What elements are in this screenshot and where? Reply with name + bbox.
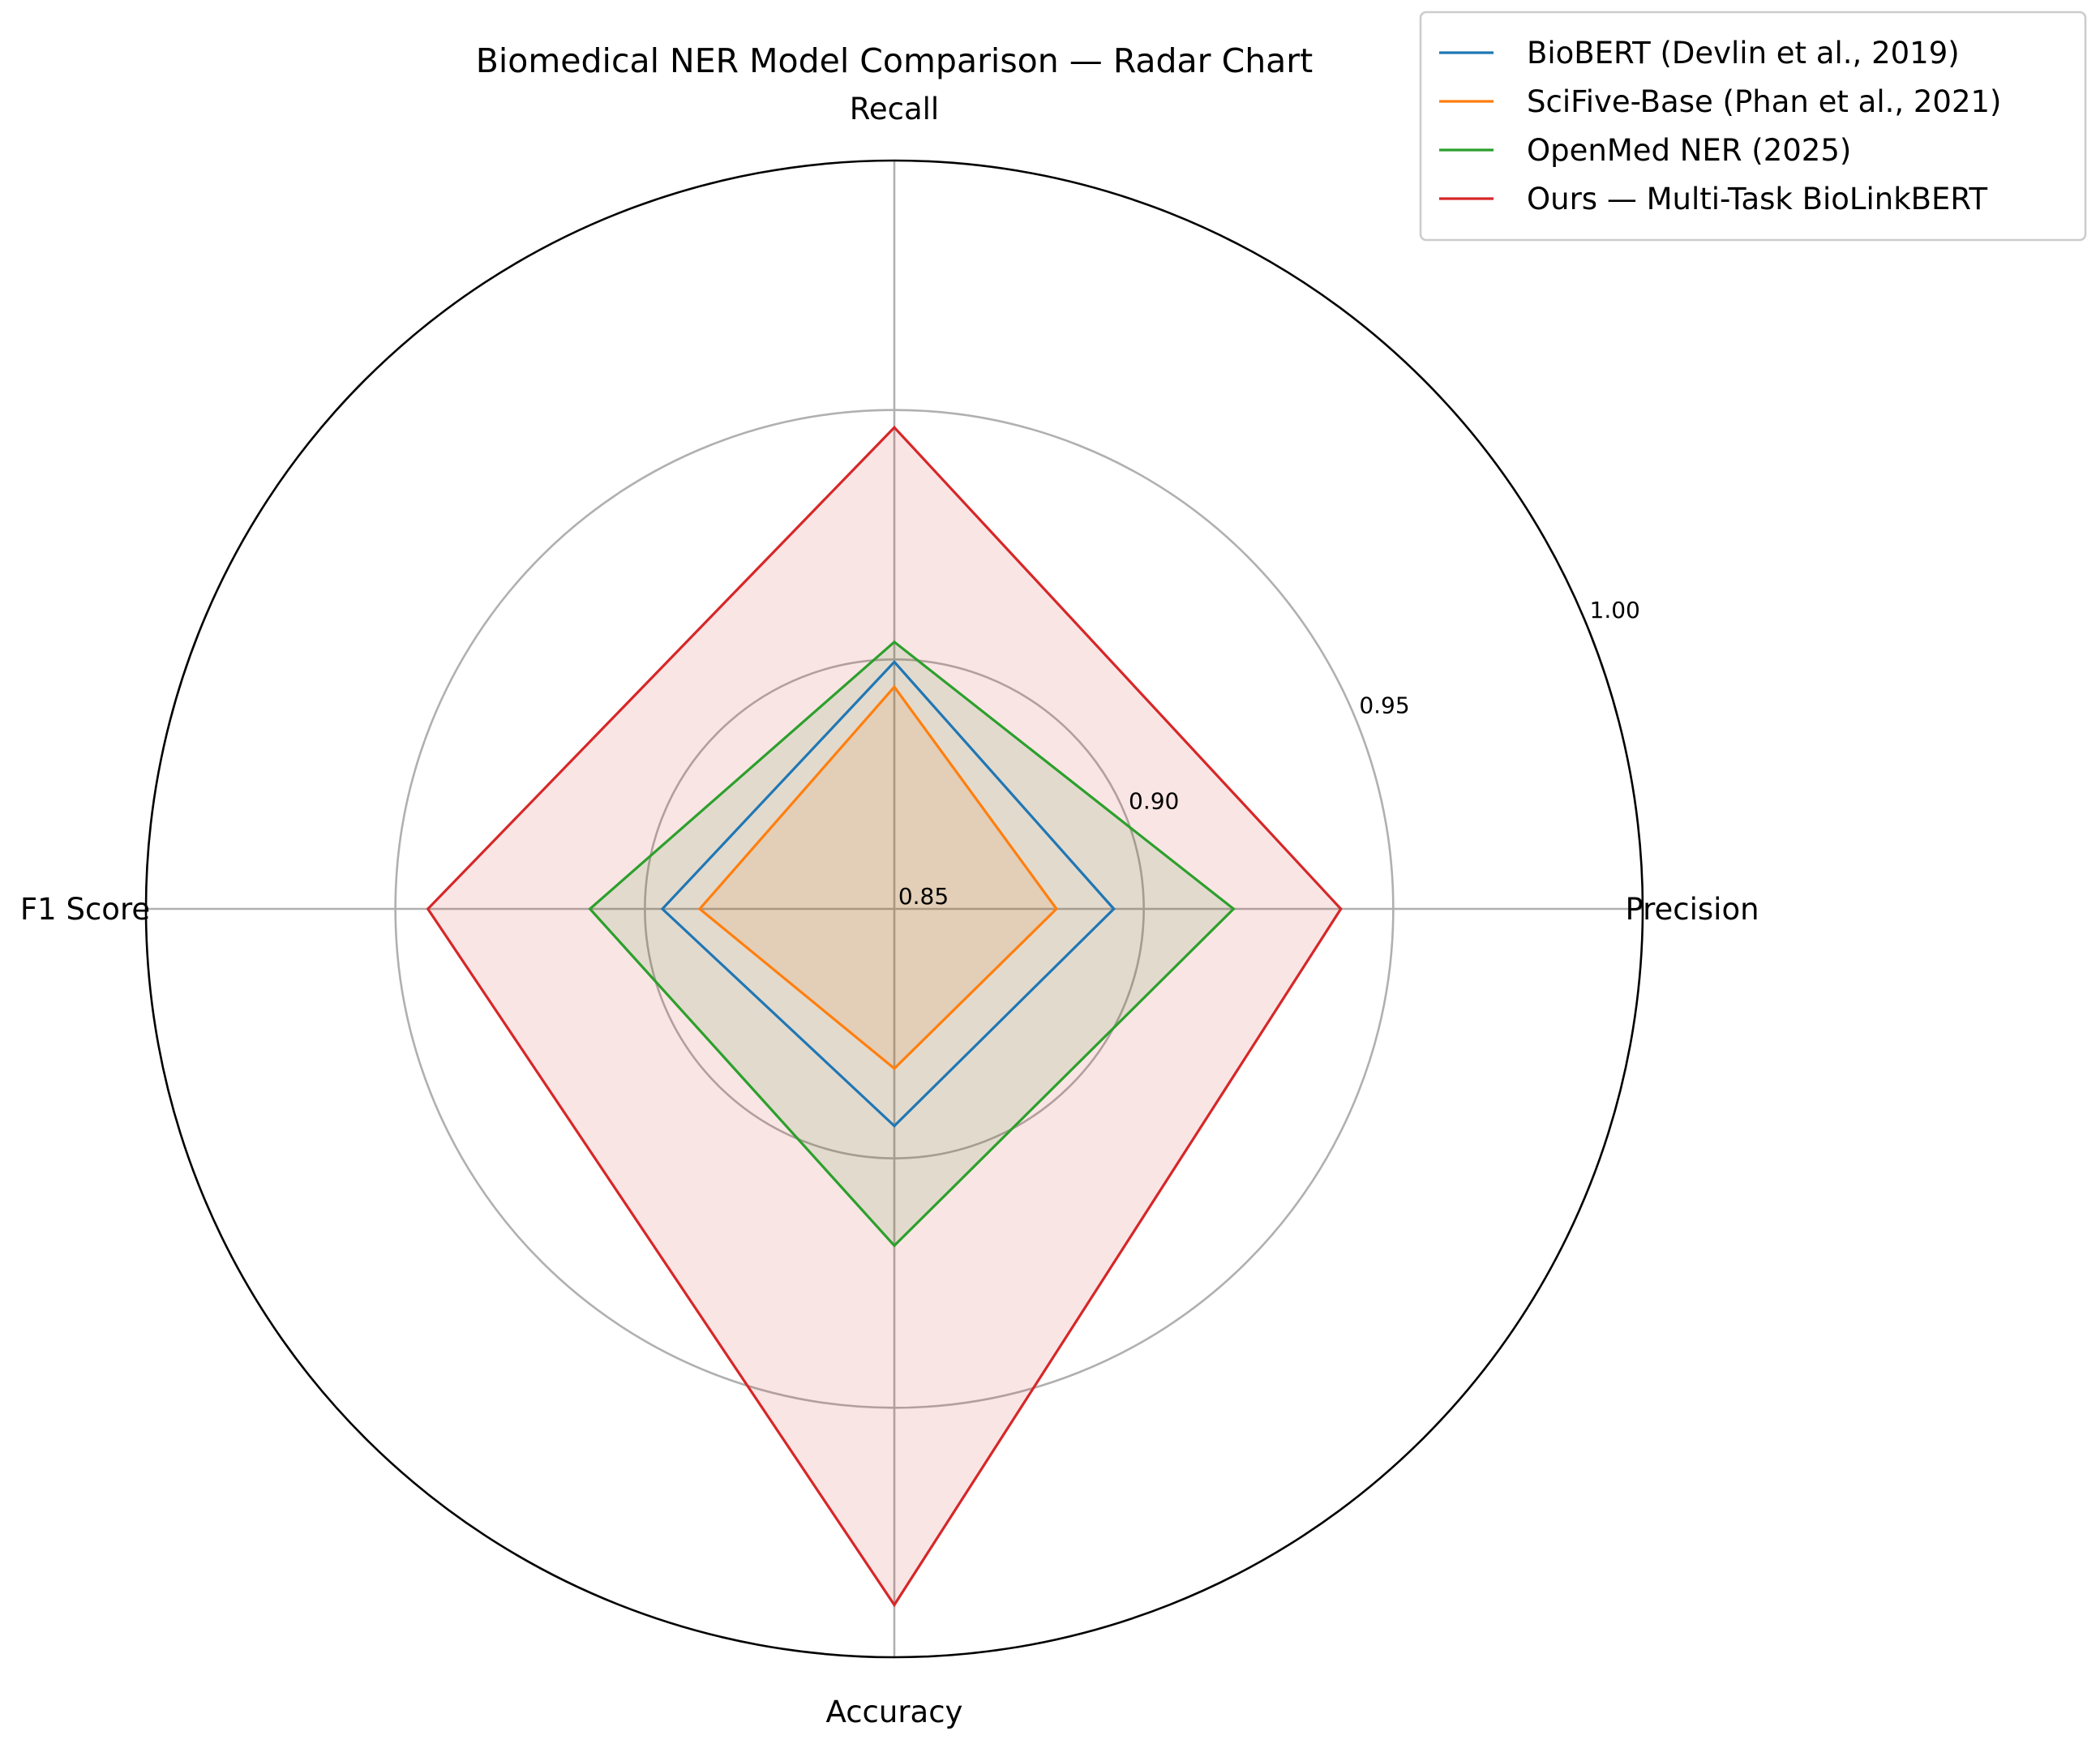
- series-4-fill: [427, 427, 1341, 1605]
- series-lines: [426, 425, 1343, 1608]
- series-3-line: [588, 640, 1236, 1248]
- axis-label-recall: Recall: [850, 92, 939, 126]
- radial-tick-label: 0.85: [898, 883, 949, 910]
- legend-label: Ours — Multi-Task BioLinkBERT: [1527, 182, 1987, 216]
- axis-labels: Precision Recall F1 Score Accuracy: [20, 92, 1759, 1729]
- series-fills: [427, 427, 1341, 1605]
- series-1-line: [660, 660, 1116, 1128]
- legend-label: OpenMed NER (2025): [1527, 133, 1851, 168]
- axis-label-precision: Precision: [1625, 892, 1759, 927]
- series-3-fill: [589, 641, 1234, 1246]
- legend-label: SciFive-Base (Phan et al., 2021): [1527, 84, 2001, 119]
- legend: BioBERT (Devlin et al., 2019) SciFive-Bas…: [1419, 11, 2087, 242]
- axis-label-accuracy: Accuracy: [826, 1695, 963, 1729]
- radial-tick-labels: 0.85 0.90 0.95 1.00: [898, 597, 1640, 910]
- grid-circle: [644, 658, 1145, 1159]
- radial-tick-label: 1.00: [1590, 597, 1640, 623]
- chart-title: Biomedical NER Model Comparison — Radar …: [476, 41, 1313, 80]
- polar-frame: [144, 159, 1644, 1659]
- legend-label: BioBERT (Devlin et al., 2019): [1527, 36, 1960, 71]
- radial-tick-label: 0.90: [1129, 787, 1179, 814]
- axis-label-f1-score: F1 Score: [20, 892, 150, 927]
- series-2-line: [697, 684, 1059, 1071]
- series-2-fill: [700, 687, 1056, 1069]
- legend-frame: [1419, 11, 2087, 242]
- grid-circle: [394, 409, 1395, 1409]
- series-4-line: [426, 425, 1343, 1608]
- radial-tick-label: 0.95: [1359, 692, 1409, 719]
- radar-grid: [144, 159, 1644, 1659]
